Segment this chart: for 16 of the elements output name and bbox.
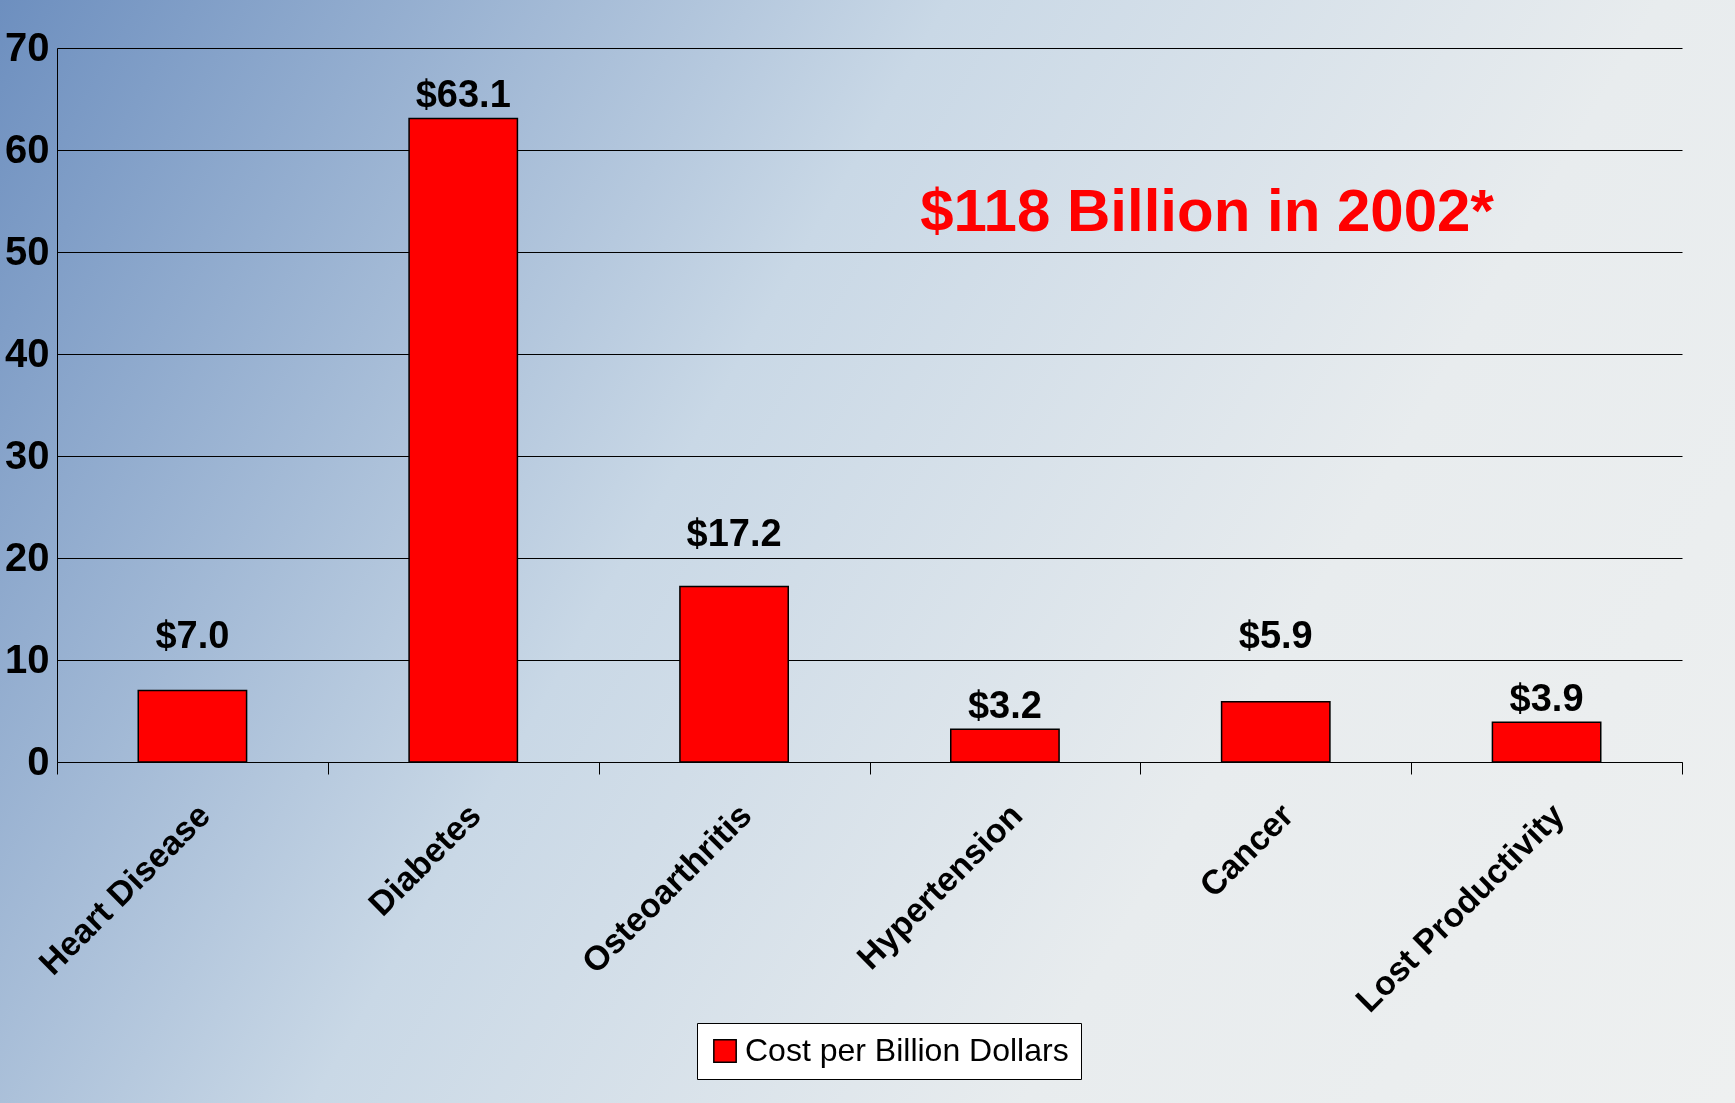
legend-label: Cost per Billion Dollars xyxy=(745,1032,1069,1068)
y-tick-label: 0 xyxy=(27,738,50,783)
annotation: $118 Billion in 2002* xyxy=(920,177,1495,244)
data-label: $5.9 xyxy=(1238,614,1313,656)
y-tick-label: 20 xyxy=(5,534,50,579)
data-label: $3.9 xyxy=(1509,677,1584,720)
data-label: $63.1 xyxy=(415,73,511,116)
data-label: $17.2 xyxy=(686,512,782,554)
y-tick-label: 70 xyxy=(5,24,50,69)
data-label: $3.2 xyxy=(967,684,1042,727)
y-tick-label: 50 xyxy=(5,228,50,273)
y-tick-label: 10 xyxy=(5,636,50,681)
y-tick-label: 30 xyxy=(5,432,50,477)
y-tick-label: 40 xyxy=(5,330,50,375)
y-tick-label: 60 xyxy=(5,126,50,171)
data-label: $7.0 xyxy=(155,614,230,656)
